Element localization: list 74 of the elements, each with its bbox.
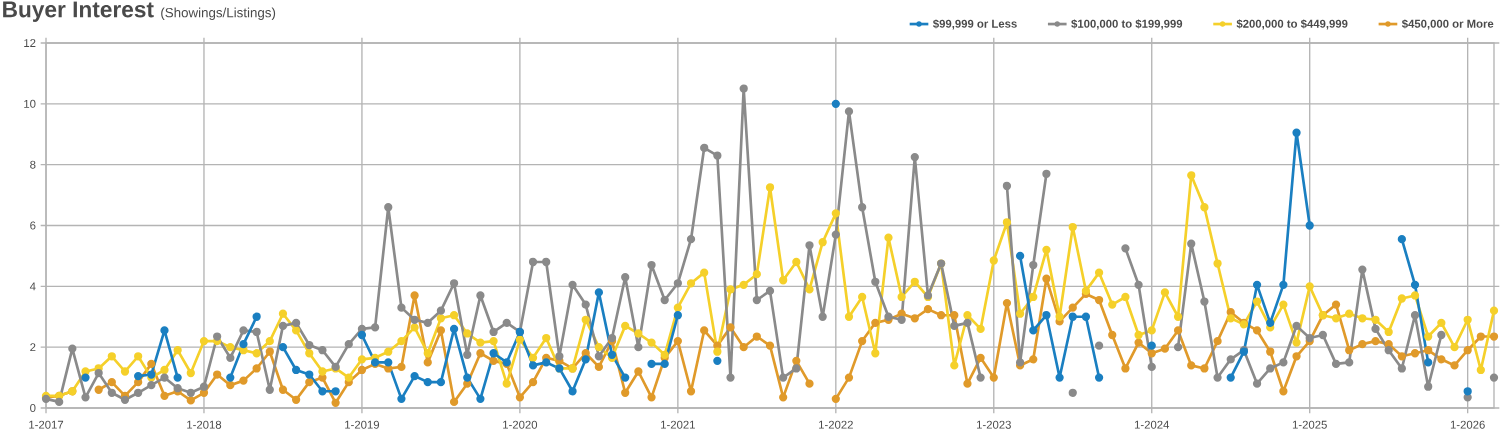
point bbox=[1292, 128, 1301, 137]
point bbox=[239, 339, 248, 349]
point bbox=[410, 371, 419, 381]
legend-label: $450,000 or More bbox=[1401, 19, 1494, 30]
point bbox=[621, 373, 630, 382]
chart-title: Buyer Interest bbox=[3, 1, 154, 22]
point bbox=[1463, 387, 1472, 396]
point bbox=[1266, 318, 1275, 327]
y-tick-label: 0 bbox=[30, 404, 36, 413]
point bbox=[1279, 280, 1288, 289]
point bbox=[1015, 251, 1025, 261]
x-tick-label: 1-2024 bbox=[1134, 420, 1170, 429]
point bbox=[1029, 326, 1038, 335]
legend-label: $200,000 to $449,999 bbox=[1236, 19, 1348, 30]
y-tick-label: 4 bbox=[29, 282, 36, 291]
point bbox=[173, 373, 182, 382]
y-tick-label: 6 bbox=[30, 221, 36, 230]
point bbox=[436, 378, 446, 387]
point bbox=[226, 373, 235, 382]
point bbox=[568, 387, 577, 396]
y-tick-label: 8 bbox=[30, 160, 36, 169]
point bbox=[134, 371, 143, 381]
point bbox=[673, 311, 682, 320]
y-tick-label: 10 bbox=[24, 99, 36, 108]
point bbox=[660, 359, 669, 369]
point bbox=[476, 394, 485, 404]
x-tick-label: 1-2025 bbox=[1292, 420, 1327, 429]
point bbox=[291, 365, 301, 375]
point bbox=[1252, 280, 1262, 289]
x-tick-label: 1-2019 bbox=[345, 420, 380, 429]
point bbox=[252, 312, 261, 321]
point bbox=[1055, 373, 1064, 382]
point bbox=[318, 387, 327, 396]
x-tick-label: 1-2026 bbox=[1450, 420, 1485, 429]
chart-subtitle: (Showings/Listings) bbox=[161, 7, 276, 20]
point bbox=[1410, 280, 1420, 289]
point bbox=[278, 343, 288, 352]
x-tick-label: 1-2020 bbox=[503, 420, 538, 429]
point bbox=[1305, 221, 1314, 230]
point bbox=[594, 288, 604, 297]
legend-label: $100,000 to $199,999 bbox=[1071, 19, 1183, 30]
point bbox=[1042, 311, 1051, 320]
point bbox=[1094, 373, 1104, 382]
point bbox=[331, 387, 340, 396]
point bbox=[357, 330, 367, 340]
y-tick-label: 2 bbox=[30, 343, 36, 352]
x-tick-label: 1-2021 bbox=[661, 420, 695, 429]
point bbox=[305, 370, 314, 379]
point bbox=[581, 355, 590, 364]
y-tick-label: 12 bbox=[24, 39, 36, 47]
x-tick-label: 1-2022 bbox=[819, 420, 853, 429]
legend-label: $99,999 or Less bbox=[932, 19, 1017, 30]
point bbox=[831, 99, 840, 108]
point bbox=[1226, 373, 1235, 382]
x-tick-label: 1-2017 bbox=[29, 420, 64, 429]
point bbox=[81, 373, 90, 382]
point bbox=[489, 349, 498, 358]
point bbox=[160, 326, 169, 335]
point bbox=[1397, 235, 1406, 244]
point bbox=[449, 324, 459, 334]
x-tick-label: 1-2018 bbox=[187, 420, 222, 429]
point bbox=[1147, 341, 1156, 350]
point bbox=[542, 358, 551, 367]
point bbox=[1081, 312, 1091, 321]
point bbox=[713, 356, 722, 365]
point bbox=[1068, 312, 1077, 321]
x-tick-label: 1-2023 bbox=[977, 420, 1011, 429]
point bbox=[528, 361, 538, 370]
point bbox=[463, 373, 472, 382]
point bbox=[397, 394, 406, 404]
point bbox=[384, 358, 393, 367]
point bbox=[647, 359, 656, 369]
point bbox=[423, 378, 432, 387]
point bbox=[1424, 358, 1433, 367]
